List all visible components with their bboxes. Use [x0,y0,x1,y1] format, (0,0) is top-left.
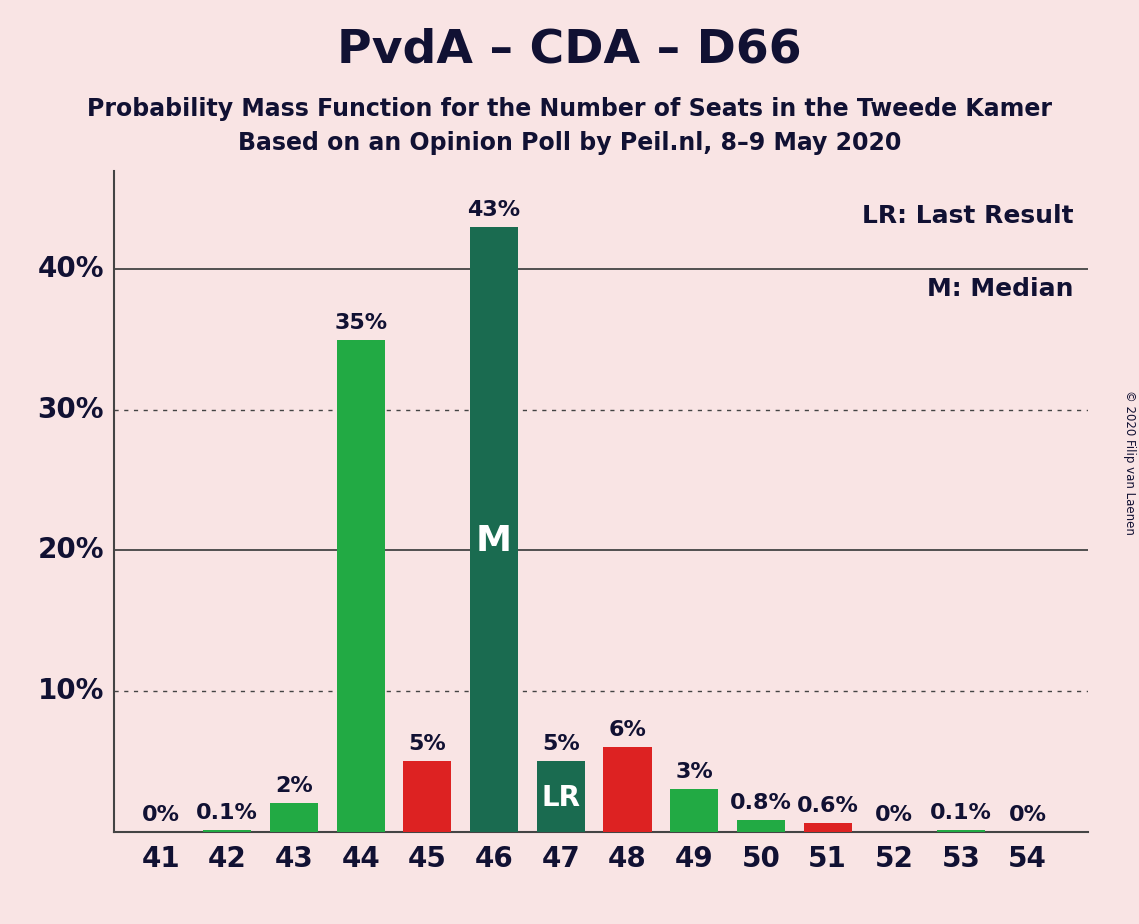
Text: 3%: 3% [675,762,713,783]
Text: 43%: 43% [467,201,521,220]
Text: PvdA – CDA – D66: PvdA – CDA – D66 [337,28,802,73]
Text: LR: LR [541,784,580,812]
Text: 0%: 0% [1009,805,1047,824]
Text: 10%: 10% [38,677,104,705]
Bar [604,748,652,832]
Text: Based on an Opinion Poll by Peil.nl, 8–9 May 2020: Based on an Opinion Poll by Peil.nl, 8–9… [238,131,901,155]
Bar [270,804,318,832]
Bar [403,761,451,832]
Text: LR: Last Result: LR: Last Result [861,204,1073,228]
Bar [337,340,385,832]
Bar [937,830,985,832]
Text: 20%: 20% [38,537,104,565]
Text: © 2020 Filip van Laenen: © 2020 Filip van Laenen [1123,390,1137,534]
Text: 0.1%: 0.1% [931,803,992,823]
Text: M: Median: M: Median [927,276,1073,300]
Text: 30%: 30% [38,395,104,424]
Bar [470,227,518,832]
Text: 0.6%: 0.6% [796,796,859,816]
Bar [804,823,852,832]
Text: M: M [476,525,513,558]
Text: 6%: 6% [608,720,647,740]
Text: 0%: 0% [141,805,180,824]
Bar [536,761,584,832]
Bar [737,821,785,832]
Text: 0%: 0% [875,805,913,824]
Text: 35%: 35% [334,312,387,333]
Text: 5%: 5% [409,735,446,754]
Text: 40%: 40% [38,255,104,284]
Text: 0.8%: 0.8% [730,794,792,813]
Bar [203,830,252,832]
Text: Probability Mass Function for the Number of Seats in the Tweede Kamer: Probability Mass Function for the Number… [87,97,1052,121]
Bar [670,789,719,832]
Text: 2%: 2% [276,776,313,796]
Text: 5%: 5% [542,735,580,754]
Text: 0.1%: 0.1% [196,803,259,823]
